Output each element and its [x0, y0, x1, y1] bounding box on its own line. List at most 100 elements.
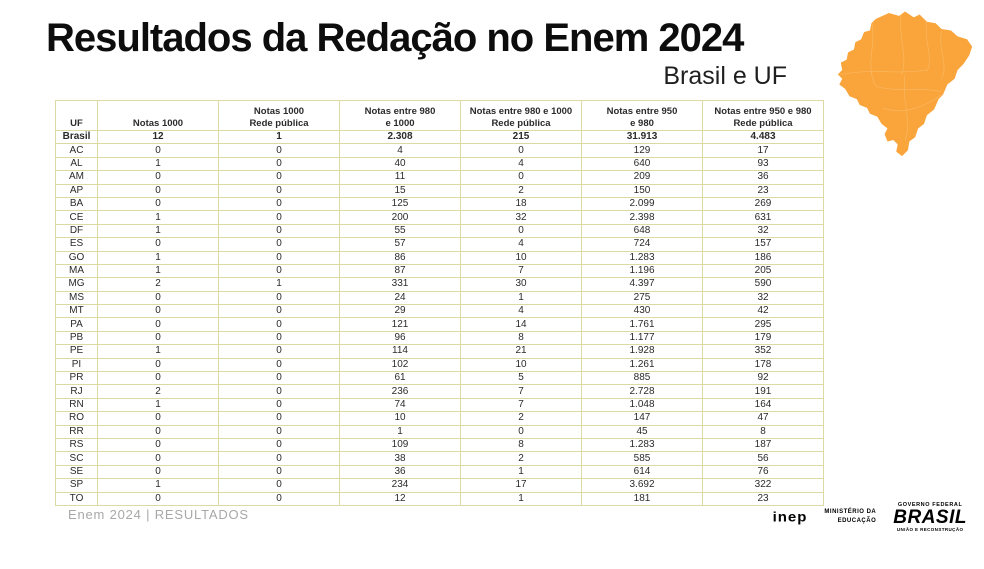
table-cell: 1	[460, 290, 582, 306]
table-cell: SP	[55, 478, 98, 493]
table-row: SP 1 0 234 17 3.692 322	[55, 478, 824, 493]
table-cell: 0	[218, 491, 340, 506]
table-cell: 614	[581, 464, 703, 480]
table-row: PE 1 0 114 21 1.928 352	[55, 344, 824, 359]
table-cell: 1.761	[581, 317, 703, 332]
table-cell: PE	[55, 344, 98, 359]
table-cell: SE	[55, 464, 98, 480]
table-cell: 24	[339, 290, 461, 306]
table-cell: 0	[460, 143, 582, 158]
table-cell: 2.099	[581, 196, 703, 212]
table-row: RS 0 0 109 8 1.283 187	[55, 437, 824, 453]
table-cell: 157	[702, 237, 824, 252]
table-cell: 0	[460, 170, 582, 185]
table-cell: 0	[97, 411, 219, 426]
table-cell: 1	[97, 210, 219, 225]
table-cell: 18	[460, 196, 582, 212]
table-cell: 0	[460, 424, 582, 439]
page-title: Resultados da Redação no Enem 2024	[46, 16, 744, 60]
footer-logos: inep MINISTÉRIO DA EDUCAÇÃO GOVERNO FEDE…	[773, 502, 967, 532]
table-cell: 1.196	[581, 263, 703, 279]
header-row: UF Notas 1000 Notas 1000 Rede pública Notas …	[55, 100, 824, 131]
table-cell: 2	[97, 384, 219, 399]
table-cell: 2.728	[581, 384, 703, 399]
table-row: RN 1 0 74 7 1.048 164	[55, 397, 824, 413]
table-cell: 0	[97, 464, 219, 480]
table-cell: 15	[339, 183, 461, 198]
table-cell: 4.397	[581, 277, 703, 292]
table-cell: 430	[581, 304, 703, 319]
table-row: MT 0 0 29 4 430 42	[55, 304, 824, 319]
table-cell: 295	[702, 317, 824, 332]
table-cell: 724	[581, 237, 703, 252]
table-cell: 4	[339, 143, 461, 158]
table-cell: 0	[218, 424, 340, 439]
table-cell: 4.483	[702, 129, 824, 145]
table-cell: 32	[702, 290, 824, 306]
mec-logo: MINISTÉRIO DA EDUCAÇÃO	[824, 508, 876, 526]
table-cell: 150	[581, 183, 703, 198]
table-cell: CE	[55, 210, 98, 225]
table-cell: 36	[339, 464, 461, 480]
table-cell: 0	[218, 263, 340, 279]
table-cell: 31.913	[581, 129, 703, 145]
table-cell: 32	[460, 210, 582, 225]
results-table-header: UF Notas 1000 Notas 1000 Rede pública Notas …	[55, 100, 824, 131]
table-cell: PR	[55, 371, 98, 386]
table-cell: 102	[339, 357, 461, 373]
table-cell: 0	[97, 196, 219, 212]
table-cell: AM	[55, 170, 98, 185]
table-cell: 236	[339, 384, 461, 399]
column-header: Notas entre 950 e 980 Rede pública	[702, 100, 824, 131]
table-row: RO 0 0 10 2 147 47	[55, 411, 824, 426]
table-cell: 7	[460, 397, 582, 413]
table-cell: 178	[702, 357, 824, 373]
table-cell: PA	[55, 317, 98, 332]
table-cell: 1.261	[581, 357, 703, 373]
table-cell: 0	[218, 170, 340, 185]
table-cell: 5	[460, 371, 582, 386]
table-cell: 0	[97, 143, 219, 158]
table-cell: 121	[339, 317, 461, 332]
table-cell: 187	[702, 437, 824, 453]
table-cell: GO	[55, 250, 98, 265]
table-cell: BA	[55, 196, 98, 212]
table-cell: 234	[339, 478, 461, 493]
table-cell: 21	[460, 344, 582, 359]
table-cell: 129	[581, 143, 703, 158]
table-row: BA 0 0 125 18 2.099 269	[55, 196, 824, 212]
table-cell: 0	[218, 411, 340, 426]
table-cell: 0	[97, 183, 219, 198]
govbr-logo-wordmark: BRASIL	[893, 507, 967, 528]
table-cell: 640	[581, 156, 703, 172]
table-cell: 205	[702, 263, 824, 279]
table-cell: TO	[55, 491, 98, 506]
table-row: MA 1 0 87 7 1.196 205	[55, 263, 824, 279]
table-cell: PI	[55, 357, 98, 373]
table-cell: 0	[218, 156, 340, 172]
table-cell: 147	[581, 411, 703, 426]
table-cell: 40	[339, 156, 461, 172]
table-cell: 4	[460, 304, 582, 319]
column-header: Notas 1000	[97, 100, 219, 131]
table-cell: 1	[460, 491, 582, 506]
table-row: PI 0 0 102 10 1.261 178	[55, 357, 824, 373]
table-row: AL 1 0 40 4 640 93	[55, 156, 824, 172]
table-cell: 0	[97, 371, 219, 386]
table-cell: 179	[702, 330, 824, 346]
table-cell: AP	[55, 183, 98, 198]
table-cell: 7	[460, 384, 582, 399]
table-cell: 109	[339, 437, 461, 453]
table-cell: 1.177	[581, 330, 703, 346]
inep-logo: inep	[772, 509, 808, 525]
table-cell: 0	[218, 183, 340, 198]
mec-logo-line2: EDUCAÇÃO	[837, 518, 877, 524]
table-cell: AL	[55, 156, 98, 172]
table-row: AC 0 0 4 0 129 17	[55, 143, 824, 158]
table-cell: 114	[339, 344, 461, 359]
column-header: UF	[55, 100, 98, 131]
table-cell: 93	[702, 156, 824, 172]
table-cell: 0	[218, 143, 340, 158]
table-cell: 181	[581, 491, 703, 506]
table-cell: 17	[460, 478, 582, 493]
